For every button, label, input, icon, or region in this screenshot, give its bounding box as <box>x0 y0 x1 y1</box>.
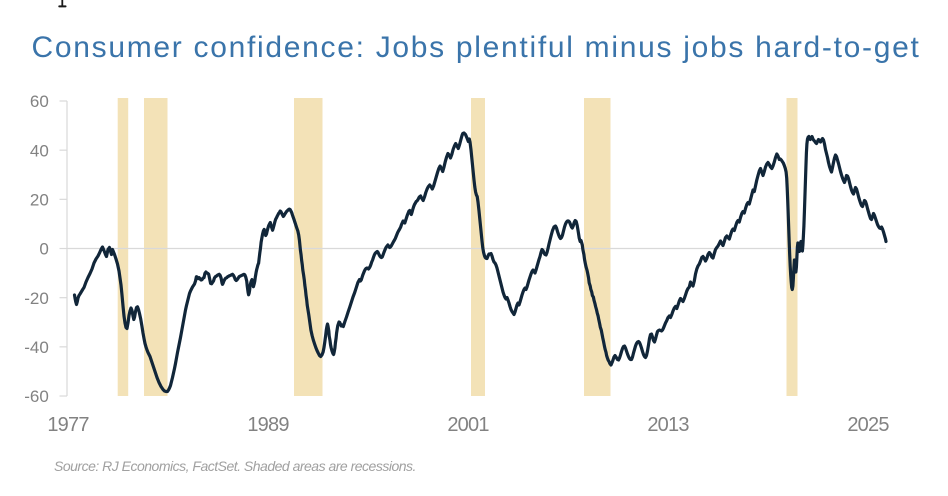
svg-text:0: 0 <box>39 240 48 259</box>
svg-text:-20: -20 <box>24 289 49 308</box>
svg-text:2001: 2001 <box>447 414 489 436</box>
svg-text:-60: -60 <box>24 387 49 406</box>
svg-text:60: 60 <box>30 92 49 111</box>
svg-text:1989: 1989 <box>247 414 289 436</box>
svg-text:Consumer confidence: Jobs plen: Consumer confidence: Jobs plentiful minu… <box>32 31 921 64</box>
svg-text:2025: 2025 <box>847 414 889 436</box>
svg-text:2013: 2013 <box>647 414 689 436</box>
svg-text:Source: RJ Economics, FactSet.: Source: RJ Economics, FactSet. Shaded ar… <box>54 458 416 474</box>
svg-text:-40: -40 <box>24 338 49 357</box>
svg-text:20: 20 <box>30 191 49 210</box>
svg-text:40: 40 <box>30 141 49 160</box>
svg-text:1977: 1977 <box>47 414 89 436</box>
